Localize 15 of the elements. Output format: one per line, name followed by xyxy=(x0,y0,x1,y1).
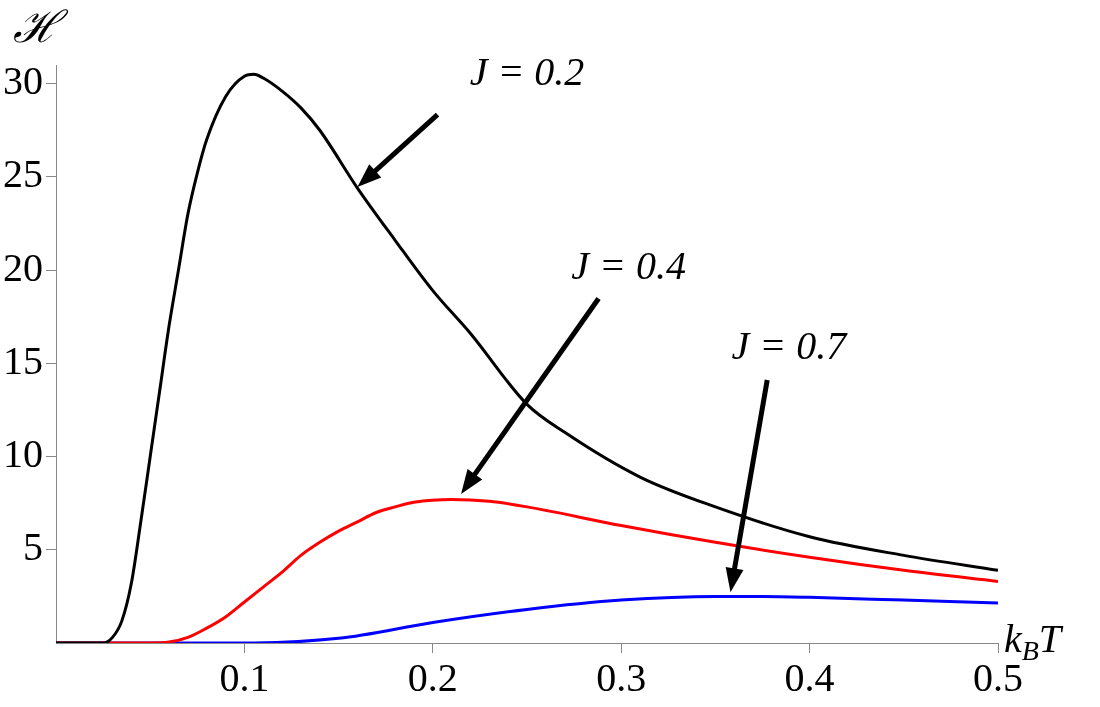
x-tick-label: 0.3 xyxy=(596,654,647,700)
x-tick-label: 0.2 xyxy=(407,654,458,700)
x-tick-label: 0.4 xyxy=(784,654,835,700)
annotation: J = 0.7 xyxy=(731,322,849,368)
y-tick-label: 20 xyxy=(3,244,43,290)
annotation: J = 0.2 xyxy=(469,49,585,95)
y-tick-label: 25 xyxy=(3,151,43,197)
y-tick-label: 30 xyxy=(3,58,43,104)
x-tick-label: 0.5 xyxy=(973,654,1023,700)
y-axis-title: ℋ xyxy=(12,2,69,52)
y-tick-label: 15 xyxy=(3,337,43,383)
annotation: J = 0.4 xyxy=(571,242,687,288)
x-tick-label: 0.1 xyxy=(219,654,270,700)
y-tick-label: 5 xyxy=(23,524,43,570)
y-tick-label: 10 xyxy=(3,431,43,477)
